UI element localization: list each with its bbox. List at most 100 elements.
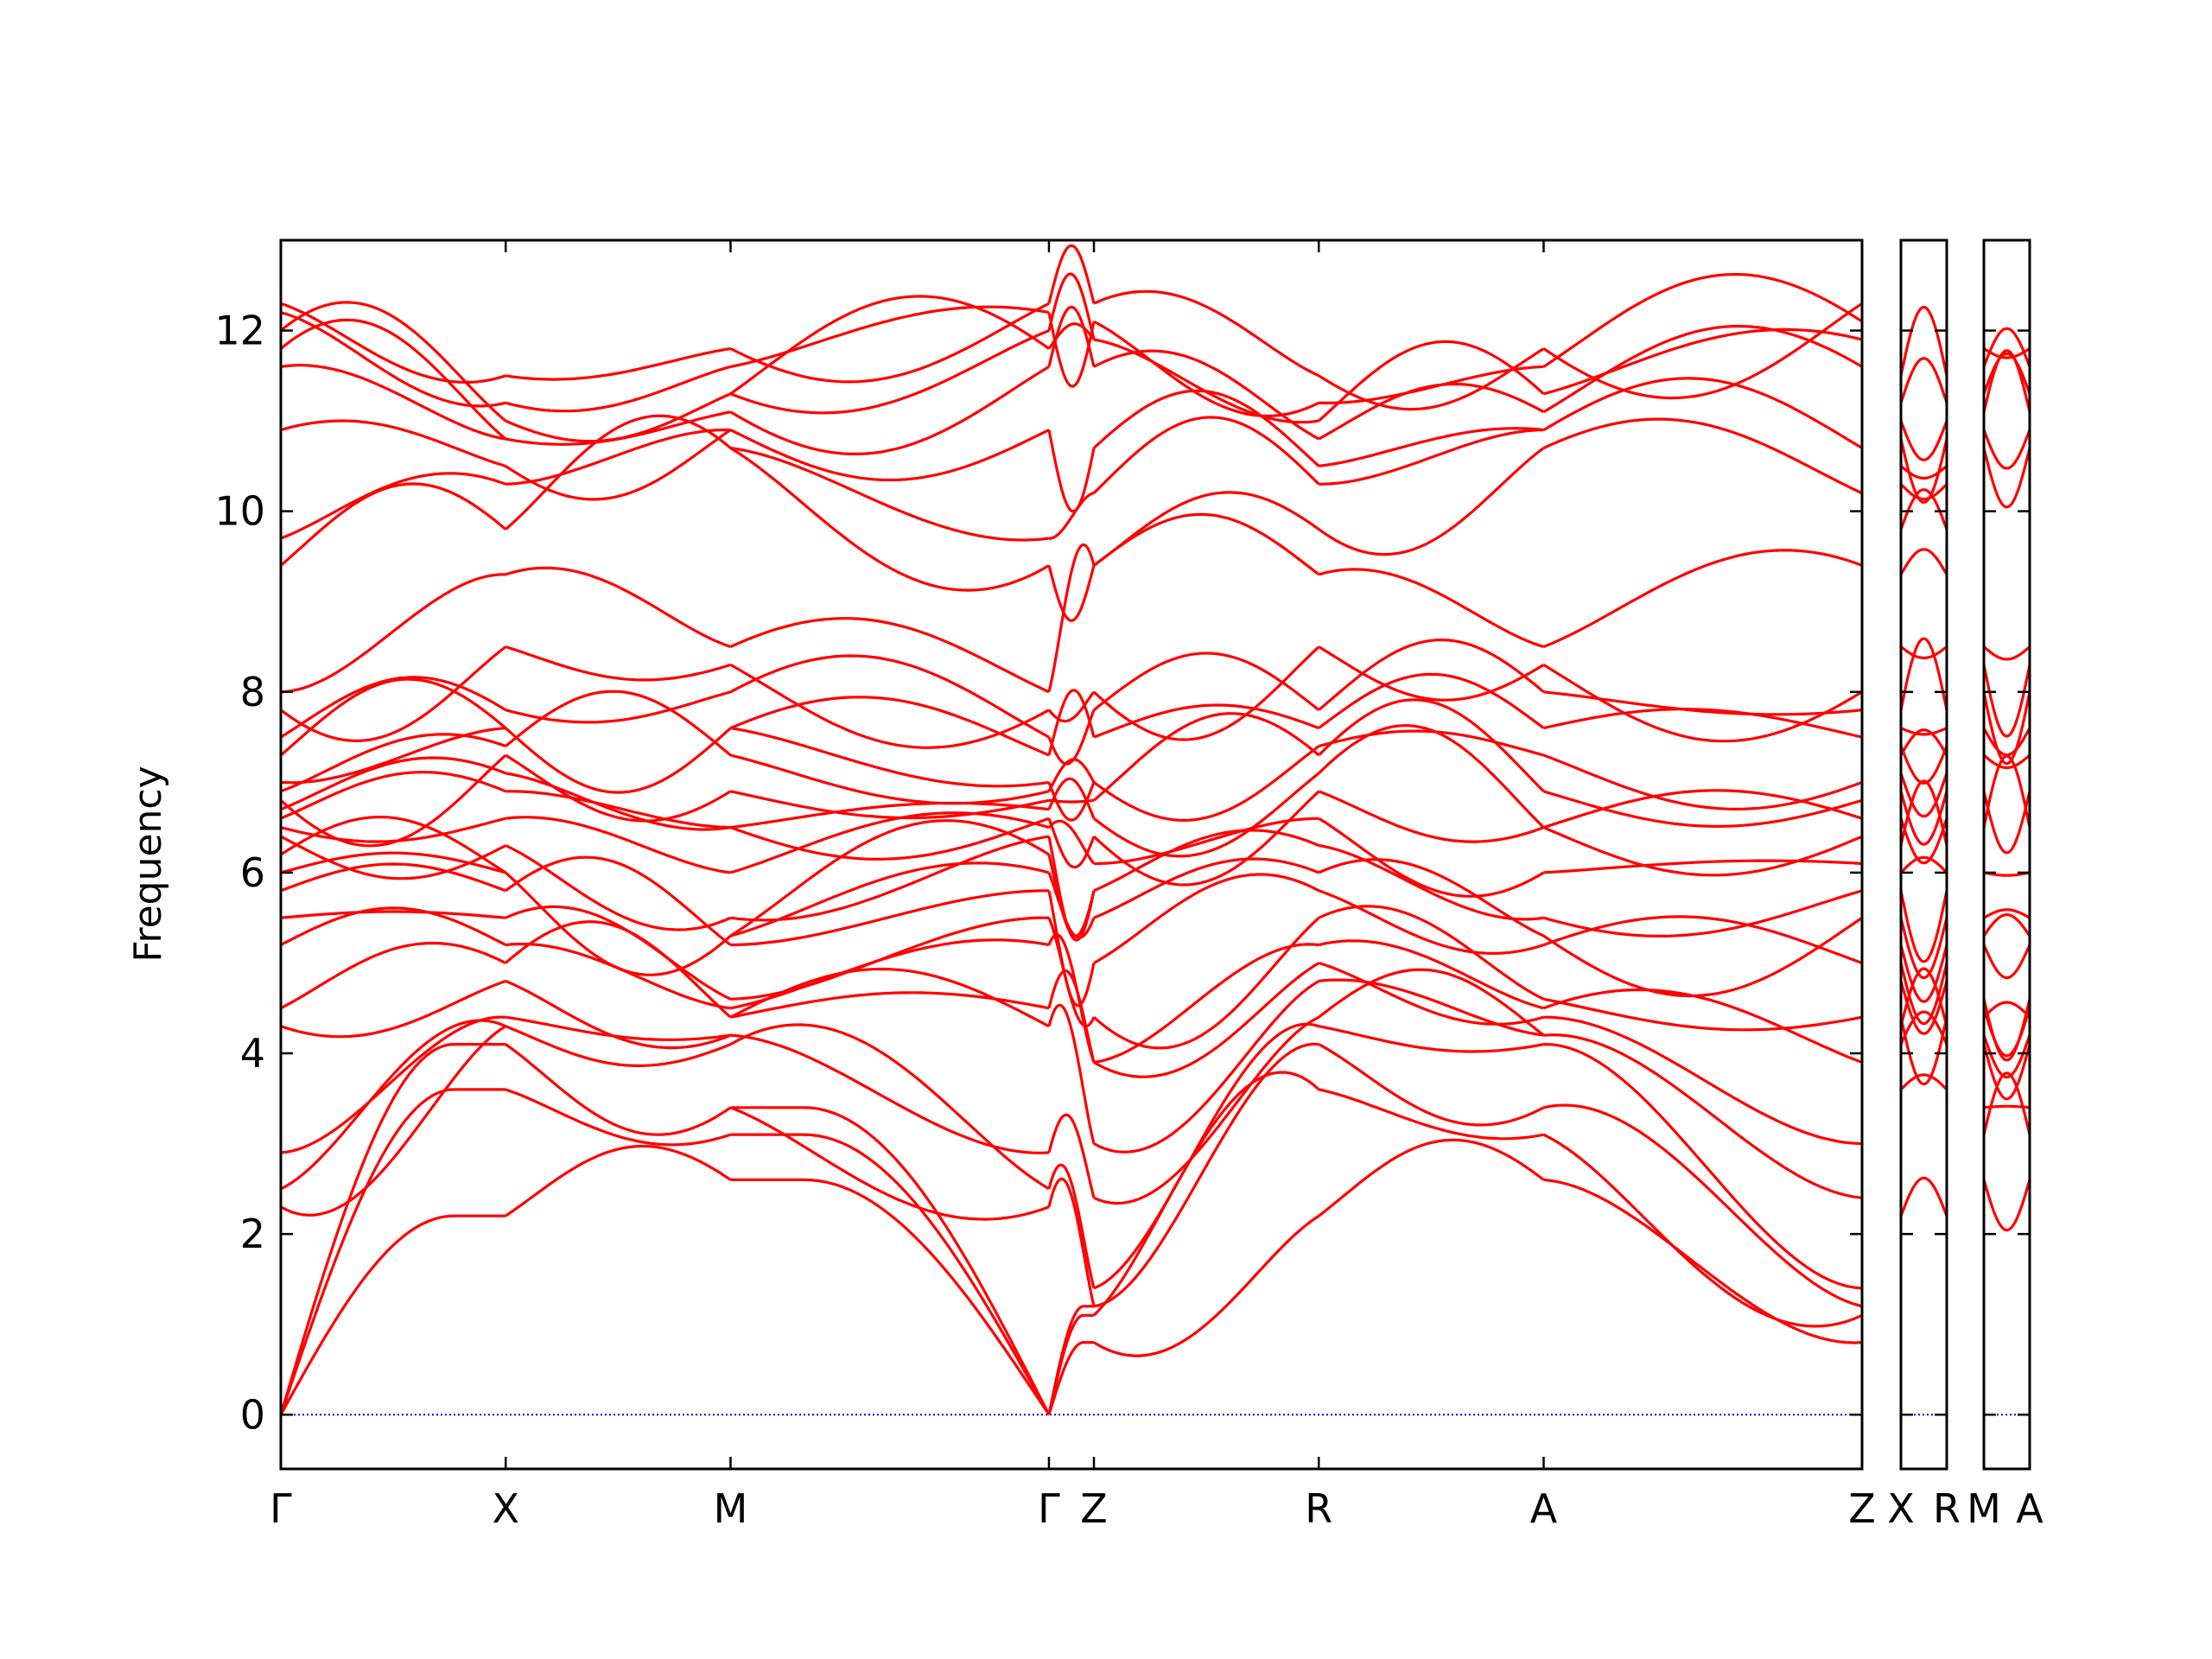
band-lines	[281, 244, 1862, 1416]
band-line	[281, 727, 506, 785]
band-line	[1901, 772, 1947, 818]
band-line	[281, 301, 507, 423]
band-line	[730, 1033, 1050, 1154]
band-line	[281, 1025, 507, 1217]
band-line	[1984, 327, 2030, 367]
band-line	[281, 1015, 506, 1154]
band-line	[729, 819, 1050, 938]
band-line	[1984, 871, 2030, 877]
band-line	[729, 302, 1050, 384]
band-line	[1047, 819, 1096, 865]
band-line	[505, 645, 731, 682]
band-line	[1984, 1007, 2030, 1058]
band-line	[505, 690, 731, 724]
band-line	[1093, 349, 1320, 441]
band-line	[1093, 1042, 1319, 1308]
band-line	[505, 979, 732, 1050]
band-line	[281, 770, 506, 820]
band-line	[1093, 1214, 1320, 1357]
band-line	[729, 696, 1050, 757]
x-tick-label: A	[1530, 1485, 1558, 1532]
band-line	[1984, 645, 2030, 661]
x-tick-label: X	[1887, 1485, 1915, 1532]
band-line	[729, 1023, 1050, 1191]
band-line	[1047, 836, 1096, 942]
band-line	[729, 1106, 1050, 1221]
band-line	[1048, 492, 1095, 540]
band-line	[1092, 389, 1320, 467]
band-line	[1542, 915, 1862, 965]
band-line	[1318, 724, 1545, 829]
band-line	[1047, 969, 1096, 1063]
band-line	[281, 364, 506, 441]
band-line	[730, 801, 1050, 830]
band-line	[505, 1088, 731, 1147]
band-line	[281, 311, 506, 408]
band-line	[1047, 817, 1096, 869]
band-line	[1901, 890, 1947, 963]
band-line	[1047, 429, 1096, 513]
x-tick-label: M	[1967, 1485, 2001, 1532]
band-line	[1901, 637, 1947, 711]
panel-frame	[279, 238, 1864, 1471]
band-line	[1318, 1043, 1545, 1127]
band-line	[1984, 908, 2030, 919]
band-line	[1543, 789, 1862, 830]
band-line	[1047, 1341, 1094, 1415]
band-line	[1047, 890, 1096, 1007]
band-line	[1092, 1071, 1320, 1317]
x-tick-label: X	[492, 1485, 519, 1532]
x-tick-label: Γ	[1038, 1485, 1060, 1532]
panel-frame	[1982, 238, 2031, 1471]
band-line	[1542, 272, 1862, 368]
band-line	[281, 1043, 506, 1415]
band-line	[1901, 745, 1947, 785]
band-lines	[1984, 327, 2030, 1416]
band-line	[281, 910, 506, 919]
band-line	[1318, 1088, 1544, 1141]
band-line	[1093, 962, 1320, 1078]
band-line	[1542, 1133, 1862, 1328]
band-line	[281, 482, 507, 567]
band-line	[1093, 1015, 1320, 1205]
band-line	[1093, 1022, 1319, 1290]
band-line	[505, 346, 731, 381]
band-line	[1984, 944, 2030, 980]
band-line	[1901, 727, 1947, 736]
band-line	[505, 790, 731, 830]
band-line	[281, 862, 506, 893]
band-line	[1093, 512, 1320, 576]
band-line	[1542, 549, 1862, 648]
band-line	[1901, 728, 1947, 756]
band-line	[1984, 352, 2030, 395]
band-line	[730, 727, 1050, 788]
band-line	[281, 419, 506, 467]
band-line	[1318, 790, 1545, 843]
band-line	[730, 1133, 1051, 1416]
band-line	[730, 446, 1050, 542]
band-line	[1047, 1305, 1094, 1415]
band-line	[1901, 548, 1947, 575]
band-line	[505, 871, 732, 976]
band-line	[1984, 1034, 2030, 1079]
band-line	[729, 617, 1050, 694]
band-line	[1319, 427, 1544, 467]
band-line	[281, 941, 506, 1010]
band-line	[1318, 568, 1544, 649]
band-lines	[1901, 305, 1947, 1416]
band-line	[1318, 939, 1544, 1010]
band-line	[1543, 1178, 1862, 1344]
y-tick-label: 8	[240, 669, 265, 715]
band-line	[1543, 1103, 1862, 1308]
band-line	[1543, 889, 1862, 938]
band-line	[505, 727, 732, 794]
band-line	[1901, 917, 1947, 980]
x-tick-label: Z	[1848, 1485, 1876, 1532]
y-axis-label: Frequency	[126, 766, 170, 962]
band-line	[1318, 698, 1545, 792]
band-line	[1318, 858, 1545, 938]
band-line	[1542, 664, 1862, 743]
